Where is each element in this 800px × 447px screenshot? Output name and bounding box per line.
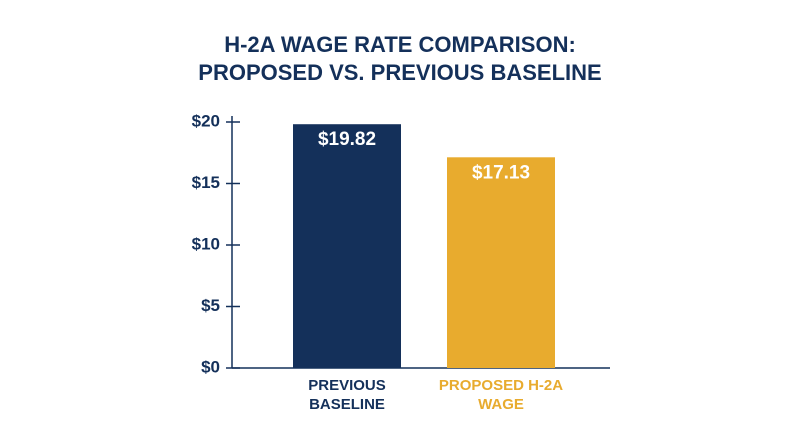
y-tick-label: $10 [192,234,220,253]
y-tick-label: $15 [192,173,220,192]
y-tick-label: $5 [201,296,220,315]
bar [293,124,401,369]
y-tick-label: $0 [201,357,220,376]
chart-title: PROPOSED VS. PREVIOUS BASELINE [198,60,601,85]
x-tick-label: PROPOSED H-2A WAGE [438,377,564,413]
y-tick-label: $20 [192,111,220,130]
value-label: $19.82 [318,129,376,150]
x-tick-label: PREVIOUS BASELINE [308,377,386,413]
chart-title: H-2A WAGE RATE COMPARISON: [224,32,576,57]
value-label: $17.13 [472,162,530,183]
bar [447,157,555,368]
